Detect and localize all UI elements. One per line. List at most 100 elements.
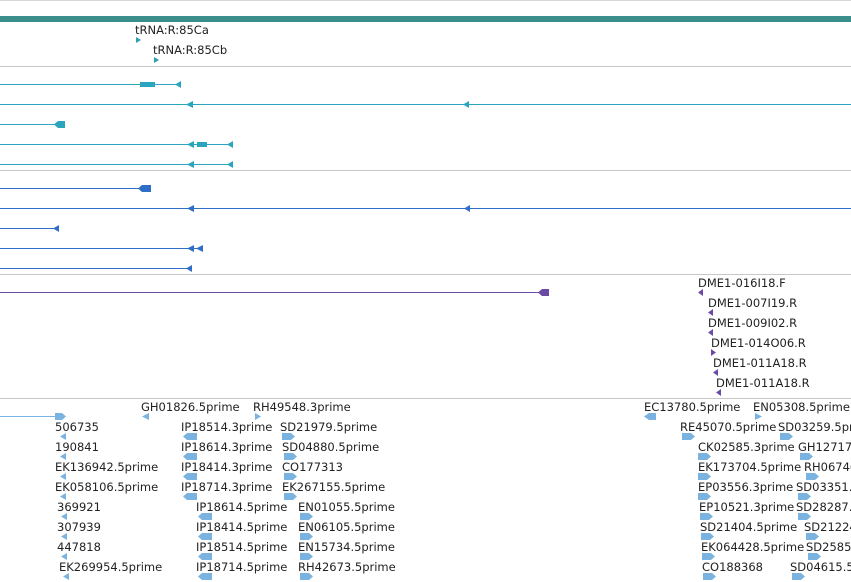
scale-bar[interactable] <box>0 16 851 22</box>
feature-label[interactable]: EK136942.5prime <box>55 460 158 474</box>
feature-label[interactable]: EN06105.5prime <box>298 520 395 534</box>
feature-label[interactable]: CK02585.3prime <box>698 440 795 454</box>
est-marker[interactable] <box>60 453 66 460</box>
est-marker[interactable] <box>198 533 212 540</box>
bac-end-marker[interactable] <box>713 369 718 376</box>
est-marker[interactable] <box>700 513 713 520</box>
est-marker[interactable] <box>798 513 811 520</box>
feature-label[interactable]: SD28287.5prime <box>796 500 851 514</box>
transcript-model[interactable] <box>0 225 59 232</box>
feature-label[interactable]: SD25852.5prime <box>806 540 851 554</box>
feature-label[interactable]: RH06746.5prime <box>804 460 851 474</box>
est-marker[interactable] <box>198 513 212 520</box>
est-marker[interactable] <box>800 453 813 460</box>
bac-end-marker[interactable] <box>698 289 703 296</box>
est-marker[interactable] <box>284 453 297 460</box>
feature-label[interactable]: RH49548.3prime <box>253 400 351 414</box>
feature-label[interactable]: DME1-011A18.R <box>716 376 810 390</box>
feature-label[interactable]: EN15734.5prime <box>298 540 395 554</box>
est-marker[interactable] <box>806 473 819 480</box>
trna-arrow-marker[interactable] <box>154 57 159 63</box>
est-marker[interactable] <box>300 573 313 580</box>
transcript-model[interactable] <box>0 161 233 168</box>
est-marker[interactable] <box>61 553 67 560</box>
feature-label[interactable]: DME1-009I02.R <box>708 316 797 330</box>
feature-label[interactable]: GH01826.5prime <box>141 400 240 414</box>
est-marker[interactable] <box>183 473 197 480</box>
est-marker[interactable] <box>300 513 313 520</box>
est-marker[interactable] <box>702 553 715 560</box>
est-marker[interactable] <box>60 433 66 440</box>
feature-label[interactable]: SD03259.5prime <box>778 420 851 434</box>
transcript-model[interactable] <box>0 185 151 192</box>
est-marker[interactable] <box>698 473 711 480</box>
est-marker[interactable] <box>183 433 197 440</box>
feature-label[interactable]: 447818 <box>57 540 101 554</box>
est-marker[interactable] <box>808 553 821 560</box>
transcript-model[interactable] <box>0 101 851 108</box>
transcript-model[interactable] <box>0 205 851 212</box>
est-marker[interactable] <box>644 413 656 420</box>
feature-label[interactable]: IP18414.5prime <box>196 520 287 534</box>
feature-label[interactable]: SD21404.5prime <box>700 520 797 534</box>
feature-label[interactable]: IP18514.5prime <box>196 540 287 554</box>
feature-label[interactable]: 369921 <box>57 500 101 514</box>
transcript-model[interactable] <box>0 81 181 88</box>
est-marker[interactable] <box>255 413 261 420</box>
est-marker[interactable] <box>701 533 714 540</box>
est-marker[interactable] <box>698 493 711 500</box>
feature-label[interactable]: tRNA:R:85Cb <box>153 43 227 57</box>
est-marker[interactable] <box>284 473 297 480</box>
est-marker[interactable] <box>300 553 313 560</box>
feature-label[interactable]: 190841 <box>55 440 99 454</box>
bac-end-marker[interactable] <box>716 389 721 396</box>
feature-label[interactable]: IP18514.3prime <box>181 420 272 434</box>
est-marker[interactable] <box>183 493 197 500</box>
est-marker[interactable] <box>198 553 212 560</box>
transcript-model[interactable] <box>0 121 65 128</box>
est-marker[interactable] <box>183 453 197 460</box>
feature-label[interactable]: SD21224.5prime <box>804 520 851 534</box>
est-marker[interactable] <box>61 513 67 520</box>
est-marker[interactable] <box>798 493 811 500</box>
feature-label[interactable]: EK064428.5prime <box>701 540 804 554</box>
feature-label[interactable]: RE45070.5prime <box>680 420 776 434</box>
est-marker[interactable] <box>60 493 66 500</box>
feature-label[interactable]: SD04880.5prime <box>282 440 379 454</box>
feature-label[interactable]: DME1-016I18.F <box>698 276 786 290</box>
bac-end-marker[interactable] <box>708 329 713 336</box>
feature-label[interactable]: RH42673.5prime <box>298 560 396 574</box>
feature-label[interactable]: DME1-011A18.R <box>713 356 807 370</box>
feature-label[interactable]: SD21979.5prime <box>280 420 377 434</box>
feature-label[interactable]: EK269954.5prime <box>59 560 162 574</box>
est-marker[interactable] <box>755 413 762 420</box>
feature-label[interactable]: 506735 <box>55 420 99 434</box>
feature-label[interactable]: 307939 <box>57 520 101 534</box>
est-marker[interactable] <box>60 473 66 480</box>
feature-label[interactable]: EN01055.5prime <box>298 500 395 514</box>
est-marker[interactable] <box>806 533 819 540</box>
est-marker[interactable] <box>142 413 149 420</box>
feature-label[interactable]: EN05308.5prime <box>753 400 850 414</box>
feature-label[interactable]: IP18414.3prime <box>181 460 272 474</box>
feature-label[interactable]: EK267155.5prime <box>282 480 385 494</box>
feature-label[interactable]: DME1-007I19.R <box>708 296 797 310</box>
transcript-model[interactable] <box>0 245 203 252</box>
bac-end-alignment[interactable] <box>0 289 549 296</box>
est-marker[interactable] <box>61 533 67 540</box>
feature-label[interactable]: tRNA:R:85Ca <box>135 23 209 37</box>
feature-label[interactable]: SD03351.5prime <box>796 480 851 494</box>
feature-label[interactable]: EK173704.5prime <box>698 460 801 474</box>
est-marker[interactable] <box>63 573 69 580</box>
est-marker[interactable] <box>792 573 805 580</box>
est-marker[interactable] <box>703 573 716 580</box>
trna-arrow-marker[interactable] <box>136 37 141 43</box>
feature-label[interactable]: DME1-014O06.R <box>711 336 806 350</box>
feature-label[interactable]: EC13780.5prime <box>644 400 740 414</box>
bac-end-marker[interactable] <box>711 349 716 356</box>
feature-label[interactable]: IP18714.3prime <box>181 480 272 494</box>
feature-label[interactable]: IP18614.5prime <box>196 500 287 514</box>
est-marker[interactable] <box>300 533 313 540</box>
